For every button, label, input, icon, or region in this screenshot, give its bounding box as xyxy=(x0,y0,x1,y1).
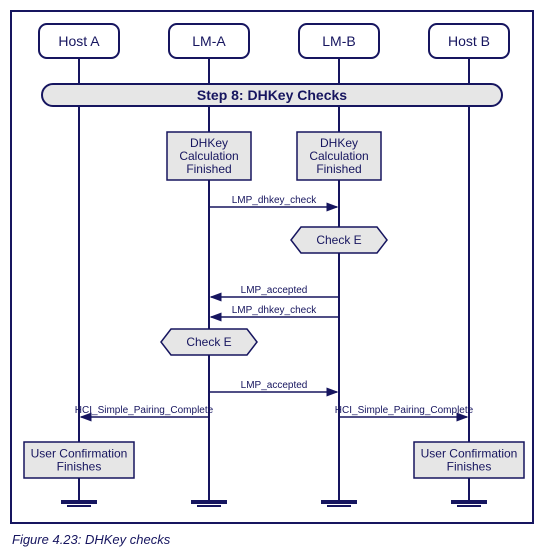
message-label: HCI_Simple_Pairing_Complete xyxy=(335,405,474,416)
state-label: Finished xyxy=(186,162,231,176)
step-label: Step 8: DHKey Checks xyxy=(197,87,347,103)
end-label: User Confirmation xyxy=(421,447,518,461)
actor-label: LM-A xyxy=(192,33,226,49)
sequence-diagram: Host A LM-A LM-B Host B Step 8: DHKey Checks… xyxy=(12,12,532,522)
state-label: Calculation xyxy=(309,149,368,163)
check-label: Check E xyxy=(186,335,231,349)
actor-label: Host B xyxy=(448,33,490,49)
end-label: Finishes xyxy=(447,460,492,474)
state-label: Calculation xyxy=(179,149,238,163)
end-label: User Confirmation xyxy=(31,447,128,461)
end-label: Finishes xyxy=(57,460,102,474)
figure-caption: Figure 4.23: DHKey checks xyxy=(12,532,544,547)
actor-label: Host A xyxy=(58,33,100,49)
state-label: Finished xyxy=(316,162,361,176)
message-label: HCI_Simple_Pairing_Complete xyxy=(75,405,214,416)
state-label: DHKey xyxy=(320,136,358,150)
message-label: LMP_accepted xyxy=(241,285,308,296)
state-label: DHKey xyxy=(190,136,228,150)
message-label: LMP_dhkey_check xyxy=(232,195,317,206)
message-label: LMP_accepted xyxy=(241,380,308,391)
message-label: LMP_dhkey_check xyxy=(232,305,317,316)
check-label: Check E xyxy=(316,233,361,247)
diagram-frame: Host A LM-A LM-B Host B Step 8: DHKey Checks… xyxy=(10,10,534,524)
actor-label: LM-B xyxy=(322,33,355,49)
